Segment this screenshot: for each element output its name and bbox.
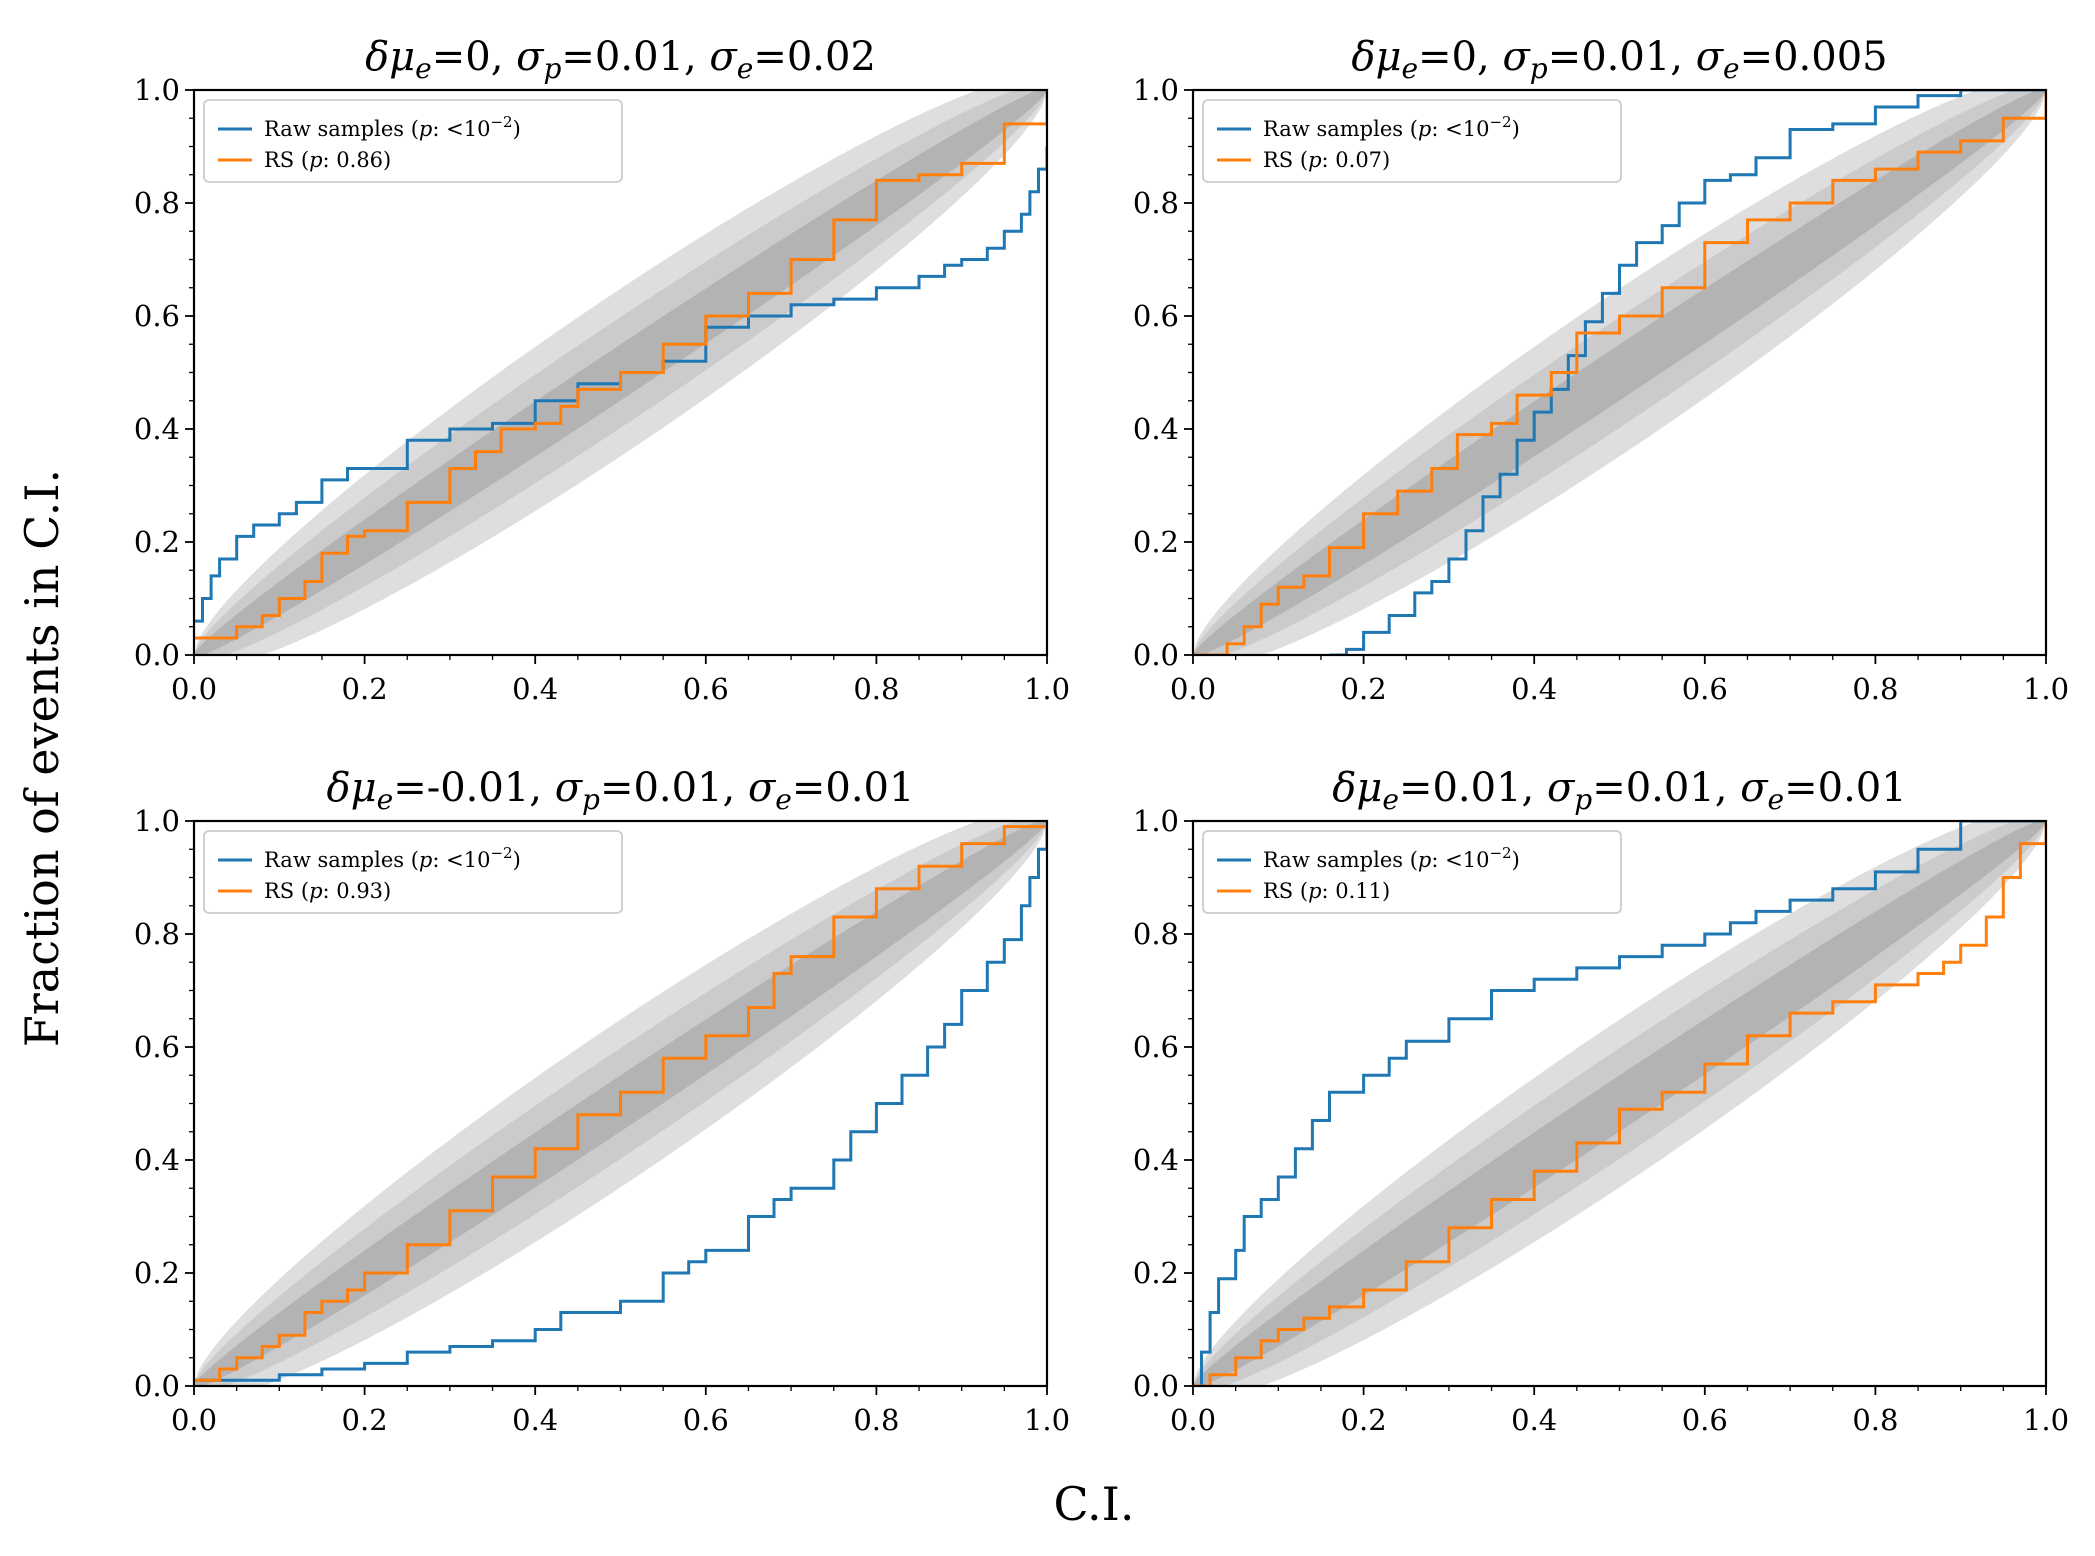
x-tick-label: 0.6 [683,672,729,706]
plot-area [1193,90,2046,655]
plot-area [194,821,1047,1386]
legend-entry: Raw samples (p: <10−2) [1263,844,1520,872]
legend-entry: RS (p: 0.93) [264,879,391,903]
x-tick-label: 0.0 [171,672,217,706]
legend-box [1202,830,1622,914]
x-tick-label: 0.6 [683,1403,729,1437]
raw-samples-line [194,821,1047,1382]
panel-3: 0.0 0.2 0.4 0.6 0.8 1.0 0.0 0.2 0.4 0.6 0.8 1.0 δμe=… [134,765,1070,1437]
legend-entry: Raw samples (p: <10−2) [264,113,521,141]
legend-entry: Raw samples (p: <10−2) [1263,113,1520,141]
y-tick-label: 0.8 [1133,917,1179,951]
legend-entry: RS (p: 0.86) [264,148,391,172]
y-tick-label: 0.4 [134,412,180,446]
x-tick-label: 0.4 [1511,672,1557,706]
y-tick-label: 0.8 [134,917,180,951]
x-tick-label: 0.8 [853,672,899,706]
rs-line [194,821,1047,1382]
x-tick-label: 1.0 [2023,1403,2069,1437]
y-tick-label: 0.2 [134,525,180,559]
y-tick-label: 0.0 [1133,638,1179,672]
panel-1: 0.0 0.2 0.4 0.6 0.8 1.0 0.0 0.2 0.4 0.6 0.8 1.0 δμe=… [134,34,1070,706]
x-tick-label: 0.8 [1852,1403,1898,1437]
y-tick-label: 0.4 [134,1143,180,1177]
y-tick-label: 0.8 [134,186,180,220]
x-tick-label: 1.0 [1024,672,1070,706]
legend-entry: RS (p: 0.11) [1263,879,1390,903]
x-tick-label: 0.4 [512,672,558,706]
y-tick-label: 0.2 [134,1256,180,1290]
y-tick-label: 0.4 [1133,412,1179,446]
x-tick-label: 0.4 [512,1403,558,1437]
panel-2: 0.0 0.2 0.4 0.6 0.8 1.0 0.0 0.2 0.4 0.6 0.8 1.0 δμe=… [1133,34,2069,706]
rs-line [194,90,1047,640]
y-tick-label: 0.6 [1133,1030,1179,1064]
y-axis-label: Fraction of events in C.I. [15,469,69,1047]
x-tick-label: 0.6 [1682,672,1728,706]
plot-area [194,90,1047,655]
x-tick-label: 0.4 [1511,1403,1557,1437]
panel-title: δμe=-0.01, σp=0.01, σe=0.01 [327,765,915,816]
panel-4: 0.0 0.2 0.4 0.6 0.8 1.0 0.0 0.2 0.4 0.6 0.8 1.0 δμe=… [1133,765,2069,1437]
x-tick-label: 0.2 [342,672,388,706]
confidence-band-3 [1193,90,2046,655]
y-tick-label: 1.0 [1133,804,1179,838]
confidence-band-3 [1193,821,2046,1386]
raw-samples-line [1329,90,2046,655]
y-tick-label: 0.0 [134,1369,180,1403]
x-tick-label: 1.0 [1024,1403,1070,1437]
legend-box [1202,99,1622,183]
x-tick-label: 0.2 [1341,672,1387,706]
rs-line [1193,821,2046,1386]
legend-entry: RS (p: 0.07) [1263,148,1390,172]
raw-samples-line [1193,821,2046,1386]
legend-entry: Raw samples (p: <10−2) [264,844,521,872]
y-tick-label: 0.0 [1133,1369,1179,1403]
x-tick-label: 1.0 [2023,672,2069,706]
rs-line [1193,90,2046,655]
panel-title: δμe=0, σp=0.01, σe=0.02 [365,34,876,85]
x-axis-label: C.I. [1054,1477,1135,1531]
x-tick-label: 0.6 [1682,1403,1728,1437]
legend-box [203,99,623,183]
y-tick-label: 0.2 [1133,525,1179,559]
panel-title: δμe=0, σp=0.01, σe=0.005 [1351,34,1887,85]
y-tick-label: 0.6 [1133,299,1179,333]
legend: Raw samples (p: <10−2) RS (p: 0.07) [1202,99,1622,183]
y-tick-label: 1.0 [134,73,180,107]
y-tick-label: 0.8 [1133,186,1179,220]
x-tick-label: 0.8 [853,1403,899,1437]
y-tick-label: 0.0 [134,638,180,672]
y-tick-label: 0.2 [1133,1256,1179,1290]
legend: Raw samples (p: <10−2) RS (p: 0.86) [203,99,623,183]
x-tick-label: 0.2 [342,1403,388,1437]
x-tick-label: 0.0 [1170,672,1216,706]
y-tick-label: 0.4 [1133,1143,1179,1177]
x-tick-label: 0.8 [1852,672,1898,706]
y-tick-label: 0.6 [134,299,180,333]
x-tick-label: 0.0 [1170,1403,1216,1437]
panel-title: δμe=0.01, σp=0.01, σe=0.01 [1332,765,1906,816]
legend: Raw samples (p: <10−2) RS (p: 0.93) [203,830,623,914]
y-tick-label: 1.0 [1133,73,1179,107]
plot-area [1193,821,2046,1386]
legend: Raw samples (p: <10−2) RS (p: 0.11) [1202,830,1622,914]
y-tick-label: 0.6 [134,1030,180,1064]
legend-box [203,830,623,914]
panels: 0.0 0.2 0.4 0.6 0.8 1.0 0.0 0.2 0.4 0.6 0.8 1.0 δμe=… [134,34,2069,1437]
x-tick-label: 0.0 [171,1403,217,1437]
y-tick-label: 1.0 [134,804,180,838]
x-tick-label: 0.2 [1341,1403,1387,1437]
